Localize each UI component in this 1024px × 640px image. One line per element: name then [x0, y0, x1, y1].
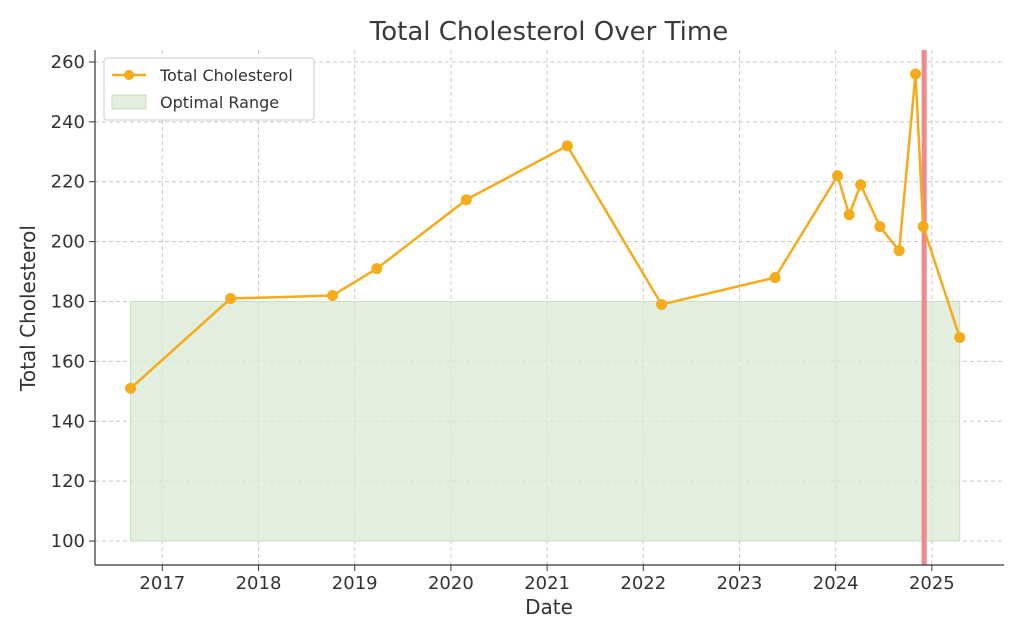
x-tick-label: 2023: [717, 573, 763, 594]
x-tick-label: 2019: [332, 573, 378, 594]
y-tick-label: 160: [51, 351, 85, 372]
data-point: [327, 290, 339, 302]
x-tick-label: 2017: [139, 573, 185, 594]
legend-label-series: Total Cholesterol: [159, 66, 293, 85]
x-tick-label: 2022: [620, 573, 666, 594]
data-point: [832, 170, 844, 182]
data-point: [561, 140, 573, 152]
data-point: [843, 209, 855, 221]
x-ticks: 2017 2018 2019 2020 2021 2022 2023 2024 2025: [139, 565, 955, 594]
data-point: [954, 331, 966, 343]
data-point: [855, 179, 867, 191]
y-tick-label: 240: [51, 112, 85, 133]
data-point: [460, 194, 472, 206]
data-point: [656, 299, 668, 311]
chart-title: Total Cholesterol Over Time: [369, 17, 728, 47]
y-tick-label: 200: [51, 232, 85, 253]
legend-marker-icon: [124, 70, 134, 80]
y-tick-label: 220: [51, 172, 85, 193]
axes: [94, 50, 1004, 566]
x-tick-label: 2020: [428, 573, 474, 594]
x-axis-label: Date: [525, 595, 573, 619]
x-tick-label: 2024: [813, 573, 859, 594]
x-tick-label: 2018: [236, 573, 282, 594]
data-point: [917, 221, 929, 233]
y-tick-label: 140: [51, 411, 85, 432]
legend-box: [103, 57, 315, 121]
y-tick-label: 180: [51, 292, 85, 313]
y-tick-label: 100: [51, 531, 85, 552]
y-axis-label: Total Cholesterol: [16, 225, 40, 392]
data-point: [225, 293, 237, 305]
data-point: [893, 245, 905, 257]
series-line-total-cholesterol: [129, 73, 961, 390]
data-point: [769, 272, 781, 284]
data-point: [125, 382, 137, 394]
data-point: [910, 68, 922, 80]
x-tick-label: 2021: [524, 573, 570, 594]
optimal-range-area: [130, 301, 961, 542]
x-tick-label: 2025: [909, 573, 955, 594]
data-point: [874, 221, 886, 233]
series-points: [125, 68, 966, 394]
legend-label-optimal-range: Optimal Range: [160, 93, 279, 112]
legend-patch-icon: [111, 94, 147, 110]
y-ticks: 100 120 140 160 180 200 220 240 260: [51, 52, 95, 552]
legend: Total Cholesterol Optimal Range: [103, 57, 315, 121]
y-tick-label: 260: [51, 52, 85, 73]
y-tick-label: 120: [51, 471, 85, 492]
data-point: [371, 263, 383, 275]
